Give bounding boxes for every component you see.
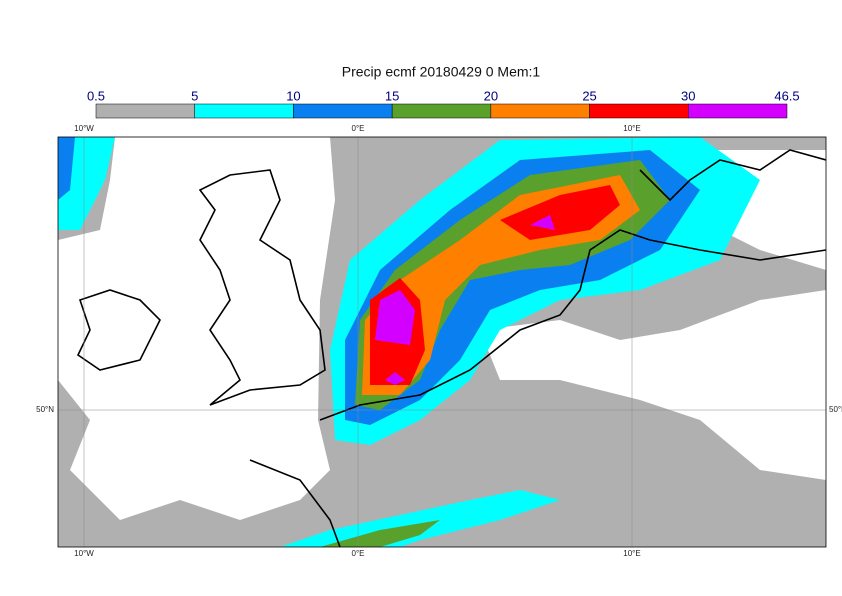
colorbar-segment — [589, 103, 689, 119]
colorbar-label: 10 — [286, 88, 300, 103]
lon-label: 0°E — [352, 549, 365, 558]
colorbar-segment — [194, 103, 294, 119]
lon-label: 10°W — [74, 549, 94, 558]
colorbar-segment — [490, 103, 590, 119]
colorbar-segment — [95, 103, 195, 119]
colorbar-segment — [688, 103, 788, 119]
colorbar-label: 30 — [681, 88, 695, 103]
precip-area — [280, 490, 560, 547]
coastline — [639, 149, 826, 202]
colorbar-label: 5 — [191, 88, 198, 103]
coastline — [249, 459, 341, 547]
map-frame — [57, 136, 827, 548]
lon-label: 10°E — [623, 124, 640, 133]
dry-area — [58, 137, 335, 520]
colorbar-label: 15 — [385, 88, 399, 103]
lon-label: 10°W — [74, 124, 94, 133]
precip-area — [320, 520, 440, 547]
precip-area — [58, 137, 75, 200]
colorbar: 0.5 5 10 15 20 25 30 46.5 — [87, 88, 800, 119]
dry-area — [480, 290, 826, 480]
colorbar-segment — [391, 103, 492, 119]
colorbar-label: 0.5 — [87, 88, 105, 103]
lon-label: 0°E — [352, 124, 365, 133]
title: Precip ecmf 20180429 0 Mem:1 — [342, 64, 541, 80]
map — [58, 137, 826, 547]
lat-label: 50°N — [829, 405, 842, 414]
colorbar-segment — [293, 103, 393, 119]
coastline — [319, 229, 826, 421]
lat-label: 50°N — [36, 405, 54, 414]
colorbar-label: 20 — [484, 88, 498, 103]
colorbar-label: 46.5 — [774, 88, 799, 103]
coastline — [76, 289, 161, 371]
coastline — [198, 169, 326, 406]
precip-area — [370, 185, 620, 385]
lon-label: 10°E — [623, 549, 640, 558]
colorbar-label: 25 — [582, 88, 596, 103]
